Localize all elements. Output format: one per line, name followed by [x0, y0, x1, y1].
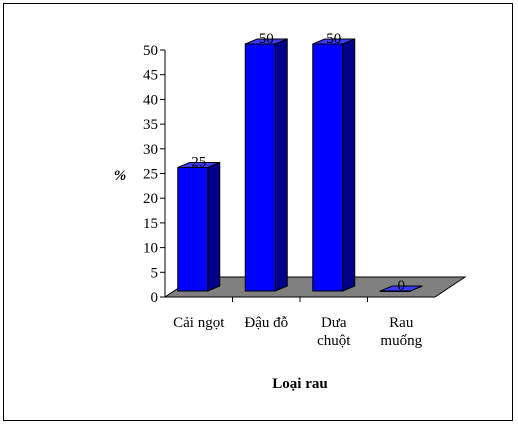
y-tick-label: 0	[151, 290, 159, 306]
bar-3	[379, 285, 423, 292]
category-label-line: Dưa	[321, 315, 347, 331]
bar-side	[274, 38, 288, 292]
y-tick-label: 40	[143, 92, 158, 108]
bar-side	[342, 38, 356, 292]
category-label-line: Rau	[389, 315, 414, 331]
bar-front	[312, 43, 344, 292]
data-label: 50	[259, 31, 274, 47]
y-tick-label: 35	[143, 117, 158, 133]
bar-side	[207, 161, 221, 292]
category-label-line: Đậu đỗ	[244, 315, 288, 331]
y-tick-label: 25	[143, 167, 158, 183]
bar-front	[244, 43, 276, 292]
y-tick-label: 20	[143, 191, 158, 207]
y-axis: 0 5 10 15 20 25 30 35 40 45 50	[143, 43, 368, 306]
category-label-line: muống	[380, 333, 422, 349]
y-tick-label: 50	[143, 43, 158, 59]
y-tick-label: 15	[143, 216, 158, 232]
y-tick-label: 5	[151, 265, 159, 281]
data-label: 50	[326, 31, 341, 47]
y-tick-label: 45	[143, 68, 158, 84]
category-label: Rau muống	[380, 315, 422, 349]
bar-front	[177, 167, 209, 292]
category-label: Cải ngọt	[173, 315, 225, 331]
bar-2	[312, 38, 356, 292]
y-tick-label: 10	[143, 241, 158, 257]
bar-layer	[177, 38, 423, 292]
y-axis-title: %	[114, 168, 127, 184]
label-layer: 25 Cải ngọt 50 Đậu đỗ 50 Dưa chuột 0 Rau muống	[173, 31, 422, 349]
category-label-line: chuột	[317, 333, 351, 349]
data-label: 25	[191, 155, 206, 171]
category-label: Đậu đỗ	[244, 315, 288, 331]
bar-0	[177, 161, 221, 292]
category-label-line: Cải ngọt	[173, 315, 225, 331]
bar-front	[379, 290, 411, 292]
x-axis-title: Loại rau	[272, 376, 327, 392]
category-label: Dưa chuột	[317, 315, 351, 349]
bar-1	[244, 38, 288, 292]
data-label: 0	[398, 278, 406, 294]
y-tick-label: 30	[143, 142, 158, 158]
